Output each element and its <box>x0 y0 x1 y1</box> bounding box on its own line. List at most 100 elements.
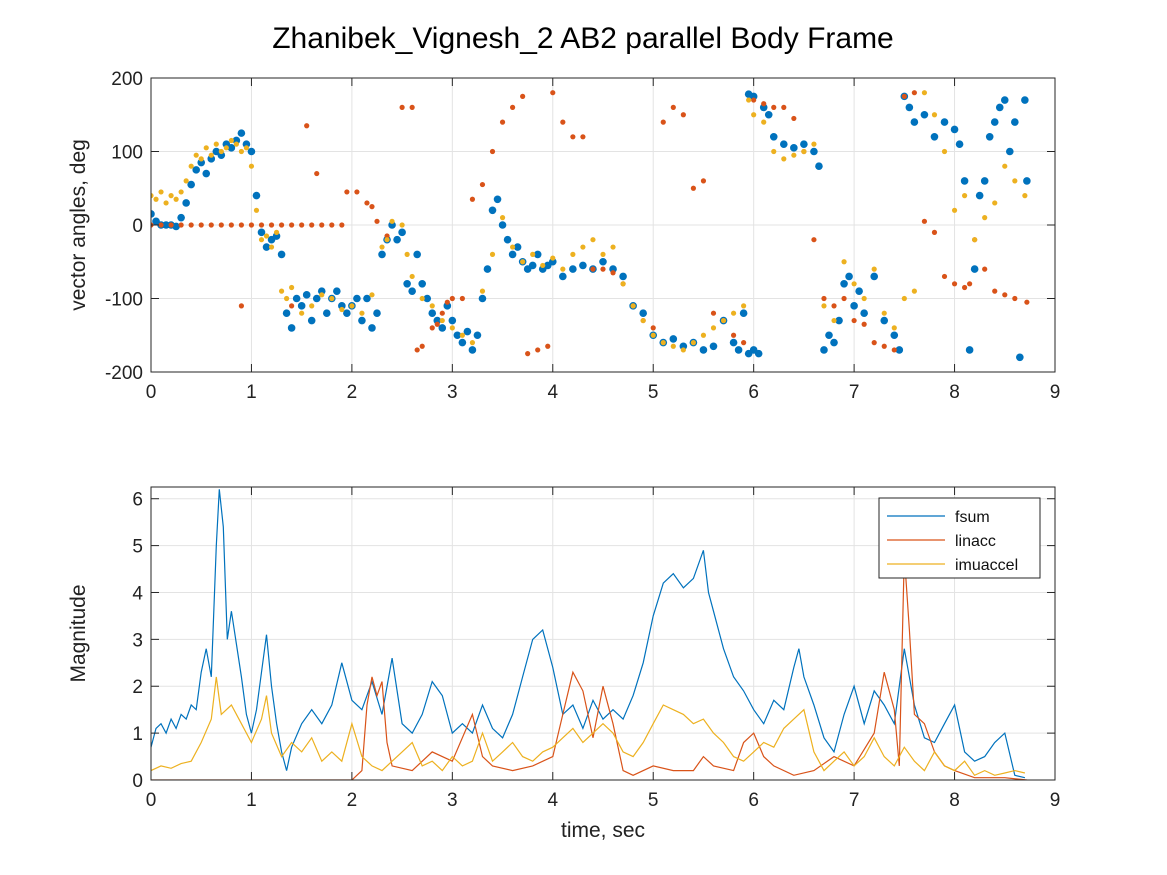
data-point <box>911 288 917 294</box>
x-tick-label: 5 <box>648 382 659 403</box>
data-point <box>449 325 455 331</box>
data-point <box>319 222 325 228</box>
data-point <box>955 140 964 148</box>
x-tick-label: 0 <box>146 382 157 403</box>
data-point <box>810 147 818 156</box>
data-point <box>890 331 899 340</box>
data-point <box>861 321 867 327</box>
data-point <box>982 215 988 221</box>
data-point <box>609 265 617 273</box>
data-point <box>193 152 199 158</box>
data-point <box>227 144 236 152</box>
data-point <box>759 103 768 112</box>
data-point <box>610 270 616 276</box>
data-point <box>307 316 316 325</box>
data-point <box>791 152 797 158</box>
data-point <box>359 310 365 316</box>
data-point <box>439 310 445 316</box>
data-point <box>781 104 787 110</box>
x-tick-label: 3 <box>447 790 458 811</box>
data-point <box>811 141 817 147</box>
data-point <box>670 104 676 110</box>
data-point <box>333 287 341 295</box>
x-tick-label: 0 <box>146 790 157 811</box>
data-point <box>590 266 596 272</box>
data-point <box>967 281 973 287</box>
data-point <box>217 151 226 159</box>
legend-label-fsum: fsum <box>955 509 990 526</box>
y-tick-label: 3 <box>132 630 143 651</box>
data-point <box>1012 178 1018 184</box>
data-point <box>458 338 467 347</box>
data-point <box>610 244 616 250</box>
data-point <box>289 303 295 309</box>
data-point <box>769 133 778 141</box>
data-point <box>800 140 808 148</box>
data-point <box>182 199 190 207</box>
data-point <box>469 340 476 346</box>
data-point <box>278 222 285 228</box>
data-point <box>228 137 234 144</box>
data-point <box>268 222 275 228</box>
data-point <box>408 287 416 295</box>
data-point <box>980 177 989 185</box>
x-tick-label: 1 <box>246 790 257 811</box>
data-point <box>670 343 676 349</box>
data-point <box>941 148 948 155</box>
data-point <box>751 112 757 118</box>
data-point <box>448 316 457 325</box>
data-point <box>409 104 415 110</box>
data-point <box>433 316 442 325</box>
data-point <box>479 181 486 188</box>
data-point <box>183 178 189 184</box>
data-point <box>339 306 345 313</box>
data-point <box>493 195 502 204</box>
data-point <box>579 261 587 270</box>
data-point <box>660 119 666 125</box>
data-point <box>600 251 606 257</box>
data-point <box>468 346 477 354</box>
data-point <box>369 204 375 210</box>
data-point <box>951 281 958 287</box>
y-tick-label: 2 <box>132 677 143 698</box>
data-point <box>640 317 646 324</box>
data-point <box>911 90 917 96</box>
plot-series-group <box>151 90 1031 362</box>
data-point <box>560 266 566 272</box>
legend-box <box>878 497 1041 579</box>
data-point <box>218 148 224 155</box>
data-point <box>282 309 291 318</box>
data-point <box>841 259 847 265</box>
data-point <box>188 222 194 228</box>
data-point <box>509 244 516 250</box>
data-point <box>228 222 234 228</box>
data-point <box>639 309 647 318</box>
data-point <box>835 316 843 325</box>
data-point <box>801 148 807 155</box>
data-point <box>237 129 246 137</box>
y-tick-label: 4 <box>132 583 143 604</box>
y-tick-label: 1 <box>132 724 143 745</box>
data-point <box>1000 96 1009 104</box>
data-point <box>287 324 296 332</box>
data-point <box>151 193 154 199</box>
data-point <box>284 295 290 302</box>
data-point <box>881 310 887 316</box>
data-point <box>669 335 678 343</box>
data-point <box>548 257 557 266</box>
data-point <box>253 207 260 213</box>
data-point <box>560 119 566 125</box>
data-point <box>322 309 331 318</box>
top-chart: 0 1 2 3 4 5 6 7 8 9 -200 -100 0 100 200 vector angles, … <box>67 69 1060 403</box>
data-point <box>384 237 390 243</box>
data-point <box>781 156 787 162</box>
data-point <box>771 148 777 155</box>
x-tick-label: 7 <box>849 790 860 811</box>
data-point <box>821 295 827 302</box>
data-point <box>982 266 988 272</box>
data-point <box>198 156 204 162</box>
data-point <box>619 272 627 281</box>
data-point <box>439 317 445 324</box>
data-point <box>754 349 763 358</box>
data-point <box>419 343 425 349</box>
